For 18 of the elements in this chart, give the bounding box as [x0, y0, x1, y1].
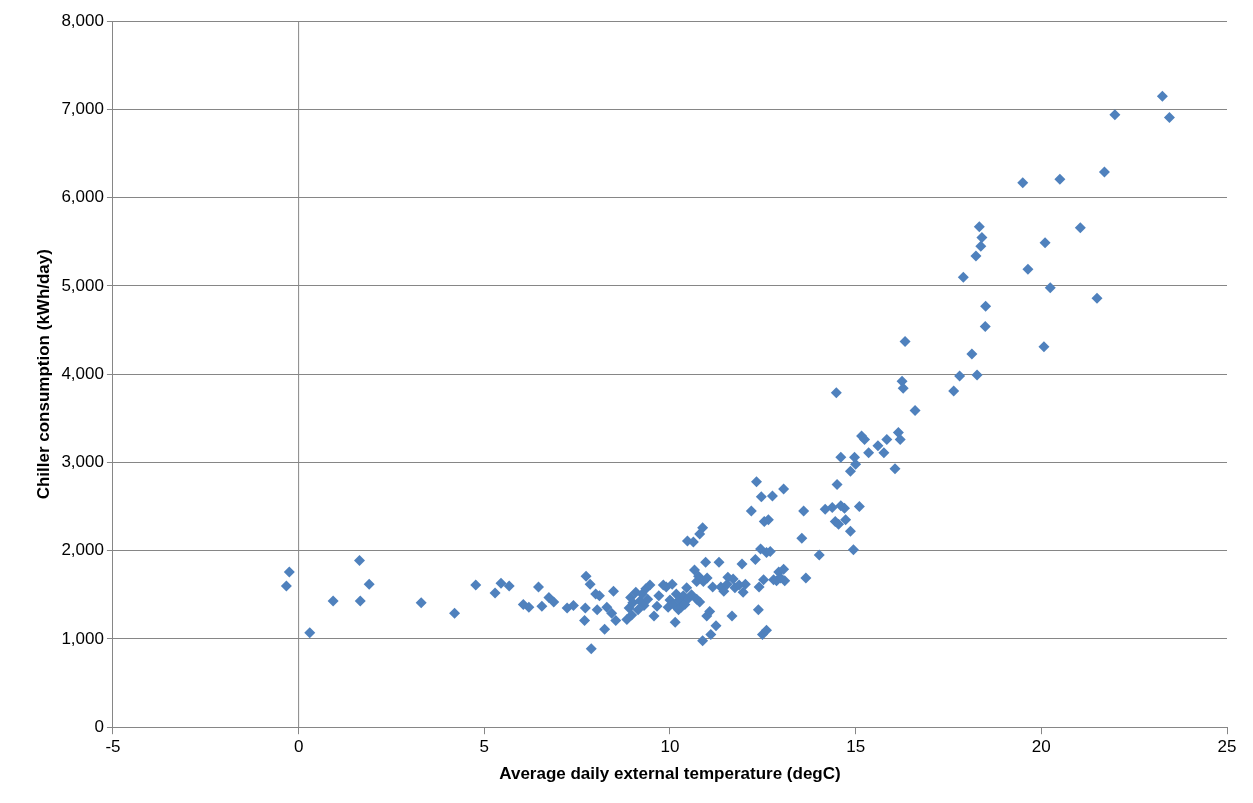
x-tick-label: 20: [1031, 737, 1051, 757]
y-tick-label: 3,000: [61, 452, 104, 472]
x-tick-label: 15: [846, 737, 866, 757]
y-tick-label: 5,000: [61, 275, 104, 295]
x-tick-label: 0: [293, 737, 304, 757]
y-tick-label: 2,000: [61, 540, 104, 560]
y-tick-label: 4,000: [61, 363, 104, 383]
x-tick-label: 25: [1217, 737, 1237, 757]
y-tick-label: 0: [94, 716, 104, 736]
x-tick-label: 10: [660, 737, 680, 757]
y-tick-label: 7,000: [61, 99, 104, 119]
x-tick-label: 5: [479, 737, 490, 757]
y-tick-label: 6,000: [61, 187, 104, 207]
y-axis-title: Chiller consumption (kWh/day): [33, 249, 53, 500]
y-tick-label: 1,000: [61, 628, 104, 648]
x-axis-title: Average daily external temperature (degC): [499, 764, 841, 784]
y-tick-label: 8,000: [61, 10, 104, 30]
x-tick-label: -5: [105, 737, 121, 757]
